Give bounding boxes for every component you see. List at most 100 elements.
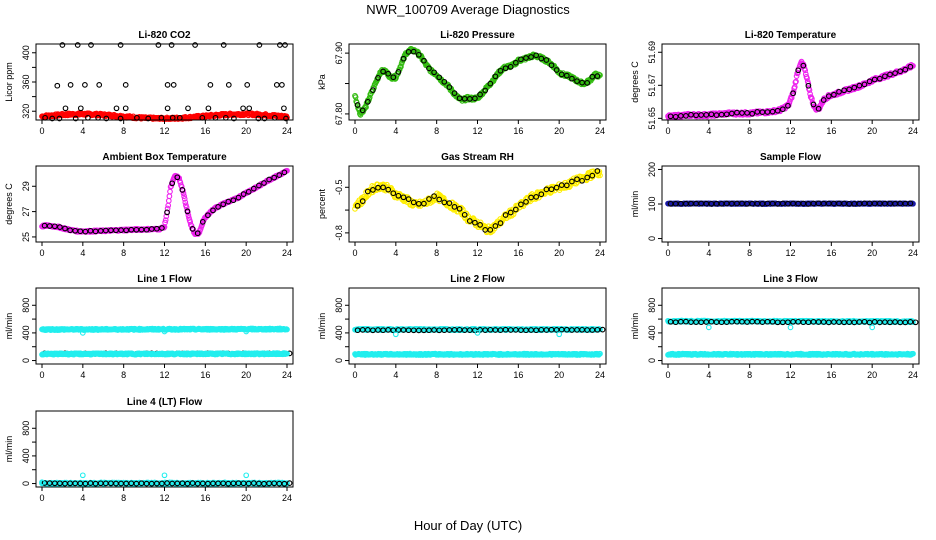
- y-tick-label: 400: [334, 325, 344, 340]
- x-tick-label: 20: [241, 248, 251, 258]
- x-tick-label: 24: [595, 370, 605, 380]
- panel-title: Li-820 CO2: [138, 30, 191, 41]
- avg-point: [281, 169, 288, 176]
- avg-point: [220, 42, 227, 48]
- avg-point: [815, 105, 822, 112]
- avg-point: [487, 227, 494, 233]
- avg-point: [189, 226, 196, 232]
- avg-point: [364, 98, 371, 105]
- avg-point: [456, 205, 463, 212]
- x-tick-label: 16: [826, 248, 836, 258]
- avg-point: [518, 56, 524, 63]
- avg-point: [866, 78, 873, 85]
- avg-point: [230, 197, 237, 204]
- avg-point: [446, 200, 453, 206]
- avg-point: [599, 326, 606, 333]
- avg-point: [159, 225, 165, 231]
- avg-point: [57, 224, 63, 230]
- avg-point: [380, 68, 386, 75]
- avg-point: [410, 199, 417, 206]
- avg-point: [538, 191, 545, 198]
- avg-point: [88, 42, 94, 48]
- avg-point: [235, 194, 242, 201]
- avg-point: [518, 201, 524, 208]
- x-tick-label: 16: [513, 370, 523, 380]
- x-tick-label: 4: [706, 126, 711, 136]
- data-point: [597, 326, 603, 333]
- avg-point: [117, 115, 124, 122]
- avg-point: [113, 105, 120, 112]
- avg-point: [882, 73, 888, 80]
- y-tick-label: 0: [334, 358, 344, 363]
- avg-point: [461, 211, 468, 218]
- avg-point: [390, 74, 397, 81]
- avg-point: [256, 42, 263, 48]
- x-tick-label: 20: [554, 248, 564, 258]
- x-tick-label: 16: [200, 126, 210, 136]
- avg-point: [359, 107, 366, 114]
- x-tick-label: 4: [393, 126, 398, 136]
- avg-point: [553, 67, 560, 73]
- avg-point: [364, 188, 371, 195]
- avg-point: [579, 177, 585, 184]
- avg-point: [261, 115, 268, 122]
- y-axis-label: ml/min: [630, 191, 640, 218]
- x-tick-label: 8: [747, 248, 752, 258]
- avg-point: [502, 212, 509, 218]
- avg-point: [507, 63, 514, 70]
- x-tick-label: 0: [665, 248, 670, 258]
- y-axis-label: kPa: [317, 74, 327, 90]
- y-tick-label: 360: [21, 74, 31, 89]
- avg-point: [155, 42, 162, 48]
- avg-point: [87, 227, 94, 234]
- avg-point: [354, 202, 361, 209]
- x-tick-label: 0: [352, 126, 357, 136]
- data-point: [182, 199, 189, 206]
- avg-point: [220, 201, 227, 208]
- x-tick-label: 24: [282, 126, 292, 136]
- figure-title: NWR_100709 Average Diagnostics: [366, 2, 570, 17]
- avg-point: [497, 67, 504, 74]
- avg-point: [169, 180, 176, 187]
- y-axis-label: ml/min: [4, 313, 14, 340]
- avg-point: [563, 182, 570, 189]
- avg-point: [897, 68, 904, 75]
- avg-point: [543, 57, 550, 63]
- avg-point: [354, 102, 361, 108]
- avg-point: [779, 106, 786, 113]
- avg-point: [810, 101, 817, 108]
- avg-point: [370, 187, 376, 193]
- avg-point: [395, 192, 402, 199]
- data-point: [180, 190, 187, 197]
- avg-point: [472, 95, 478, 102]
- avg-point: [831, 91, 837, 98]
- data-point: [807, 91, 813, 97]
- avg-point: [72, 115, 79, 122]
- x-tick-label: 12: [472, 126, 482, 136]
- avg-point: [558, 71, 565, 78]
- avg-point: [245, 188, 252, 195]
- data-marks: [39, 325, 293, 358]
- data-point: [162, 219, 168, 226]
- x-tick-label: 4: [393, 370, 398, 380]
- panel-title: Gas Stream RH: [441, 152, 514, 163]
- avg-point: [385, 186, 392, 193]
- x-tick-label: 16: [513, 126, 523, 136]
- avg-point: [728, 110, 735, 117]
- y-tick-label: -0.5: [334, 180, 344, 196]
- x-tick-label: 12: [159, 248, 169, 258]
- y-tick-label: 0: [21, 358, 31, 363]
- plot-frame: [35, 43, 294, 121]
- avg-point: [774, 107, 781, 114]
- x-tick-label: 24: [595, 248, 605, 258]
- avg-point: [451, 204, 458, 210]
- avg-point: [477, 91, 483, 98]
- x-tick-label: 16: [513, 248, 523, 258]
- avg-point: [790, 90, 796, 97]
- avg-point: [472, 219, 478, 226]
- panel-title: Ambient Box Temperature: [102, 152, 227, 163]
- avg-point: [255, 115, 262, 122]
